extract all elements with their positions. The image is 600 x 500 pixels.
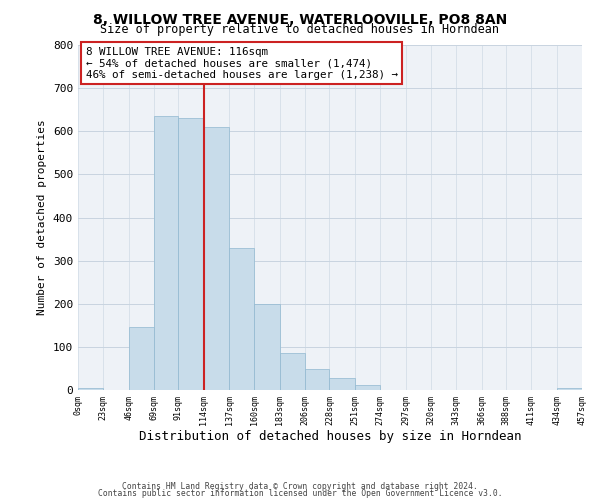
Bar [204,127,229,390]
Bar [305,370,329,390]
Text: Size of property relative to detached houses in Horndean: Size of property relative to detached ho… [101,22,499,36]
Bar [229,248,254,390]
Bar [154,116,178,390]
Bar [355,385,380,390]
Bar [254,304,280,390]
Y-axis label: Number of detached properties: Number of detached properties [37,120,47,316]
Text: 8, WILLOW TREE AVENUE, WATERLOOVILLE, PO8 8AN: 8, WILLOW TREE AVENUE, WATERLOOVILLE, PO… [93,12,507,26]
Bar [280,354,305,390]
Bar [78,388,103,390]
Bar [557,388,582,390]
Bar [329,378,355,390]
Text: Contains HM Land Registry data © Crown copyright and database right 2024.: Contains HM Land Registry data © Crown c… [122,482,478,491]
Bar [129,328,154,390]
Text: 8 WILLOW TREE AVENUE: 116sqm
← 54% of detached houses are smaller (1,474)
46% of: 8 WILLOW TREE AVENUE: 116sqm ← 54% of de… [86,46,398,80]
Text: Contains public sector information licensed under the Open Government Licence v3: Contains public sector information licen… [98,489,502,498]
X-axis label: Distribution of detached houses by size in Horndean: Distribution of detached houses by size … [139,430,521,444]
Bar [178,118,204,390]
